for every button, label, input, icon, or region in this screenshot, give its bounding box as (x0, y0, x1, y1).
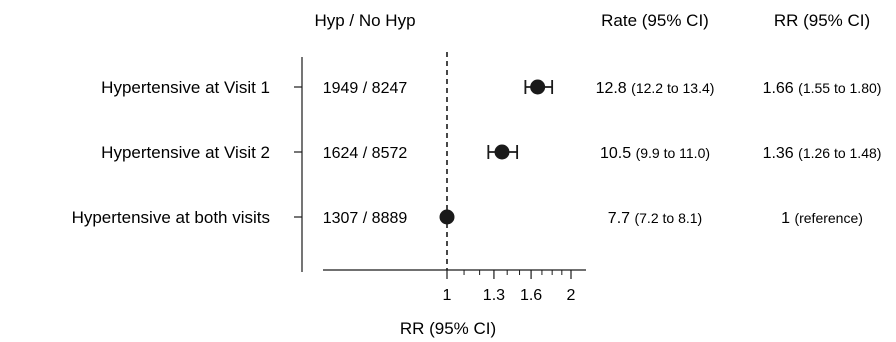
row-rate: 10.5 (9.9 to 11.0) (600, 145, 710, 162)
rr-value: 1 (781, 210, 794, 227)
row-counts: 1307 / 8889 (323, 210, 408, 227)
rr-value: 1.36 (763, 145, 799, 162)
point-estimate (530, 79, 546, 95)
rate-header: Rate (95% CI) (601, 11, 709, 30)
rr-ci: (1.26 to 1.48) (798, 145, 881, 161)
x-axis: 1 1.3 1.6 2 (323, 269, 586, 304)
row-counts: 1624 / 8572 (323, 145, 408, 162)
rate-ci: (12.2 to 13.4) (631, 80, 714, 96)
rr-ci: (1.55 to 1.80) (798, 80, 881, 96)
x-tick-label: 1 (443, 287, 452, 304)
row-rr: 1 (reference) (781, 210, 863, 227)
x-tick-label: 2 (567, 287, 576, 304)
x-tick-label: 1.6 (520, 287, 542, 304)
row-label: Hypertensive at Visit 2 (101, 143, 270, 162)
rate-ci: (7.2 to 8.1) (634, 210, 702, 226)
point-estimate (494, 144, 510, 160)
rate-value: 10.5 (600, 145, 636, 162)
row-rr: 1.36 (1.26 to 1.48) (763, 145, 882, 162)
row-rr: 1.66 (1.55 to 1.80) (763, 80, 882, 97)
rate-value: 12.8 (596, 80, 632, 97)
rate-ci: (9.9 to 11.0) (636, 145, 710, 161)
point-estimate (439, 209, 455, 225)
row-rate: 12.8 (12.2 to 13.4) (596, 80, 715, 97)
x-tick-label: 1.3 (483, 287, 505, 304)
rows-group: Hypertensive at Visit 1 1949 / 8247 12.8 (… (72, 78, 882, 227)
row-label: Hypertensive at both visits (72, 208, 270, 227)
row-label: Hypertensive at Visit 1 (101, 78, 270, 97)
rr-header: RR (95% CI) (774, 11, 870, 30)
rr-value: 1.66 (763, 80, 799, 97)
rate-value: 7.7 (608, 210, 635, 227)
row-rate: 7.7 (7.2 to 8.1) (608, 210, 702, 227)
counts-header: Hyp / No Hyp (314, 11, 415, 30)
row-counts: 1949 / 8247 (323, 80, 408, 97)
rr-ci: (reference) (794, 210, 862, 226)
x-axis-label: RR (95% CI) (400, 319, 496, 338)
